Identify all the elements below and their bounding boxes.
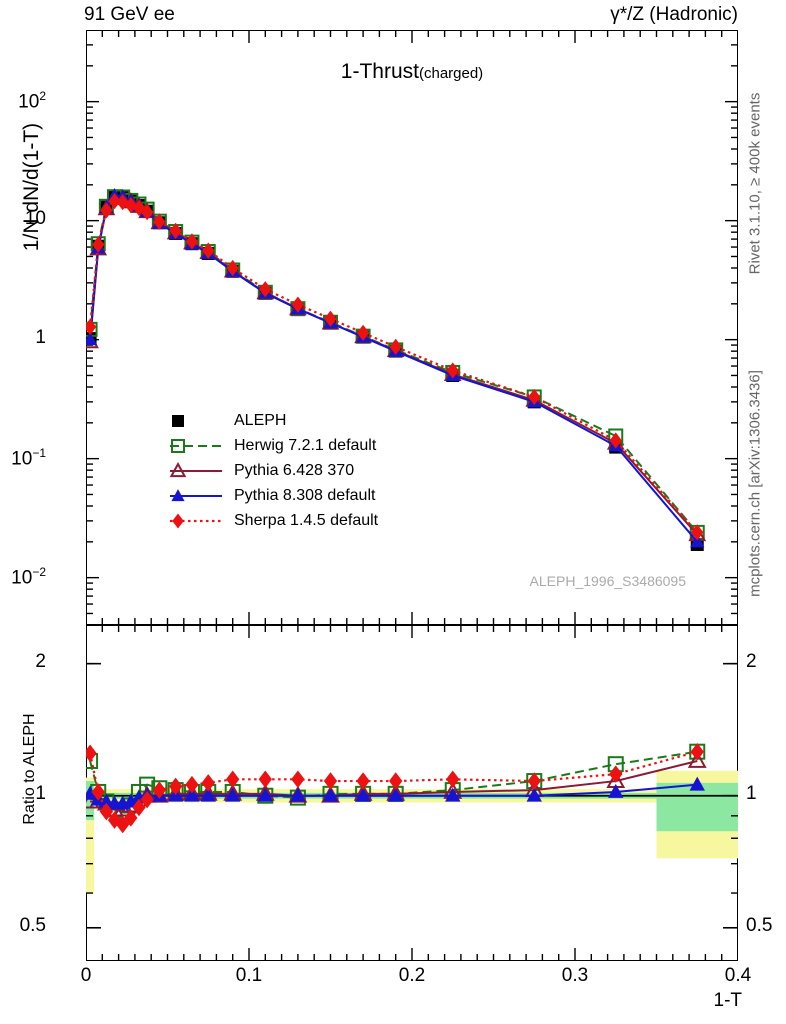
main-plot-panel [86, 30, 738, 625]
main-y-tick-label: 10−1 [11, 445, 46, 469]
legend-item[interactable]: Pythia 8.308 default [168, 483, 378, 508]
main-y-tick-label: 102 [18, 88, 46, 112]
main-axis-ticks [86, 30, 738, 625]
legend-marker-icon [168, 435, 224, 457]
x-axis-label: 1-T [713, 990, 743, 1011]
plot-title-sub: (charged) [418, 65, 484, 82]
ratio-y-tick-label-left: 2 [35, 650, 46, 672]
x-tick-label: 0 [80, 965, 92, 986]
analysis-id-watermark: ALEPH_1996_S3486095 [529, 573, 686, 589]
legend-marker-icon [168, 410, 224, 432]
legend-label: Pythia 8.308 default [234, 486, 376, 504]
rivet-version-caption: Rivet 3.1.10, ≥ 400k events [746, 92, 764, 275]
legend-marker-icon [168, 460, 224, 482]
y-axis-label-ratio: Ratio to ALEPH [21, 713, 38, 825]
main-y-tick-label: 1 [35, 326, 46, 348]
header-process-label: γ*/Z (Hadronic) [610, 4, 738, 25]
legend-marker-icon [168, 510, 224, 532]
main-y-tick-label: 10 [24, 207, 46, 229]
legend-marker-icon [168, 485, 224, 507]
ratio-y-tick-label-right: 1 [746, 782, 757, 804]
x-tick-label: 0.3 [561, 965, 589, 986]
ratio-plot-canvas [86, 625, 738, 961]
legend-item[interactable]: Sherpa 1.4.5 default [168, 508, 378, 533]
ratio-y-tick-label-right: 2 [746, 650, 757, 672]
legend-item[interactable]: ALEPH [168, 408, 378, 433]
header-energy-label: 91 GeV ee [84, 4, 175, 25]
main-plot-canvas [86, 30, 738, 625]
legend-label: Herwig 7.2.1 default [234, 436, 377, 454]
main-data-series [86, 188, 707, 551]
x-tick-label: 0.1 [235, 965, 263, 986]
ratio-y-tick-label-left: 0.5 [19, 914, 46, 936]
ratio-y-tick-label-right: 0.5 [746, 914, 773, 936]
mcplots-source-caption: mcplots.cern.ch [arXiv:1306.3436] [746, 370, 764, 597]
plot-title-main: 1-Thrust [340, 60, 419, 83]
legend-item[interactable]: Herwig 7.2.1 default [168, 433, 378, 458]
ratio-y-tick-label-left: 1 [35, 782, 46, 804]
legend-item[interactable]: Pythia 6.428 370 [168, 458, 378, 483]
main-y-tick-label: 10−2 [11, 564, 46, 588]
legend-label: Sherpa 1.4.5 default [234, 511, 379, 529]
plot-title: 1-Thrust(charged) [86, 60, 738, 84]
ratio-data-series [86, 742, 707, 834]
legend-label: ALEPH [234, 411, 287, 429]
legend-label: Pythia 6.428 370 [234, 461, 355, 479]
x-tick-label: 0.2 [398, 965, 426, 986]
x-tick-label: 0.4 [724, 965, 752, 986]
legend: ALEPH Herwig 7.2.1 default Pythia 6.428 37… [168, 408, 378, 533]
